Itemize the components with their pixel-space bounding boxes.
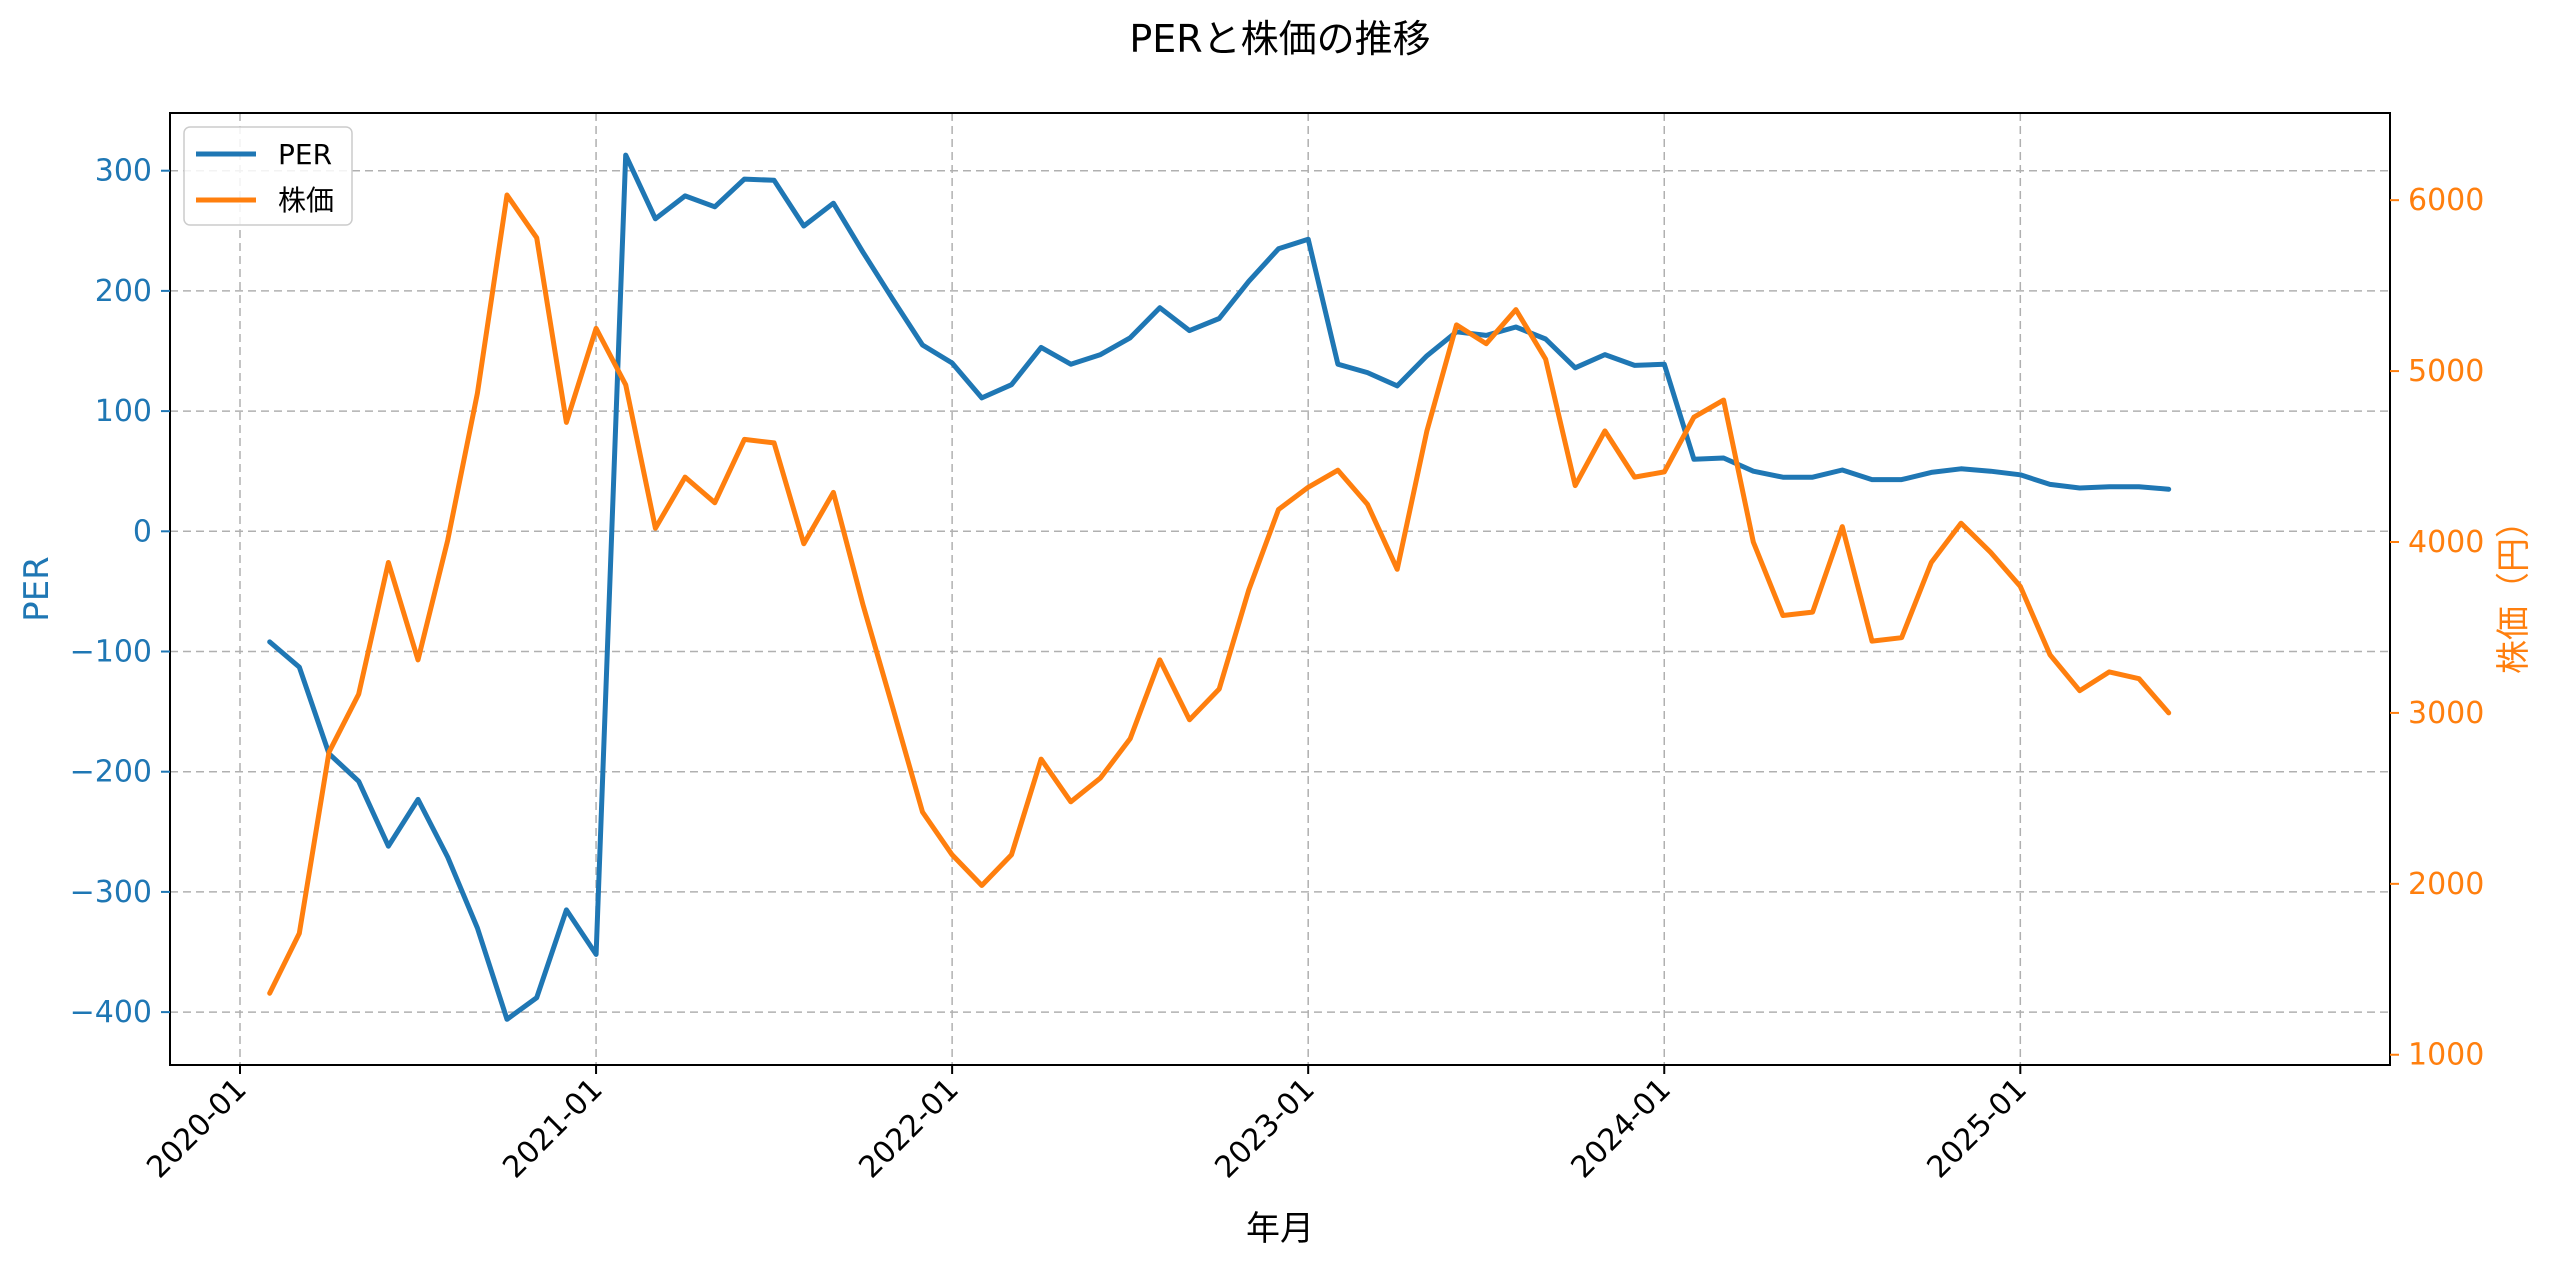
y1-tick-label: −300: [70, 875, 152, 910]
x-axis-title: 年月: [1246, 1209, 1314, 1249]
legend-per-label: PER: [278, 138, 332, 171]
y2-tick-label: 4000: [2408, 525, 2484, 560]
y2-tick-label: 3000: [2408, 696, 2484, 731]
y2-tick-label: 5000: [2408, 354, 2484, 389]
price-line: [267, 192, 2172, 996]
y1-tick-label: 100: [95, 394, 152, 429]
y2-tick-label: 6000: [2408, 183, 2484, 218]
right-y-axis-ticks: 6000 5000 4000 3000 2000 1000: [2390, 183, 2484, 1073]
series-lines: [267, 152, 2172, 1022]
y1-tick-label: −100: [70, 635, 152, 670]
plot-frame: [169, 112, 2391, 1066]
y1-tick-label: 0: [133, 514, 152, 549]
y2-tick-label: 1000: [2408, 1038, 2484, 1073]
legend-price-label: 株価: [278, 184, 334, 217]
y2-tick-label: 2000: [2408, 867, 2484, 902]
per-line: [267, 152, 2172, 1022]
y1-tick-label: −400: [70, 995, 152, 1030]
legend: PER 株価: [183, 126, 353, 226]
y1-tick-label: −200: [70, 755, 152, 790]
y1-tick-label: 300: [95, 154, 152, 189]
y1-tick-label: 200: [95, 274, 152, 309]
left-y-axis-ticks: 300 200 100 0 −100 −200 −300 −400: [70, 154, 170, 1030]
chart-title: PERと株価の推移: [1129, 17, 1430, 61]
right-y-axis-title: 株価（円）: [2494, 504, 2534, 674]
left-y-axis-title: PER: [17, 556, 57, 622]
gridlines: [170, 113, 2390, 1065]
